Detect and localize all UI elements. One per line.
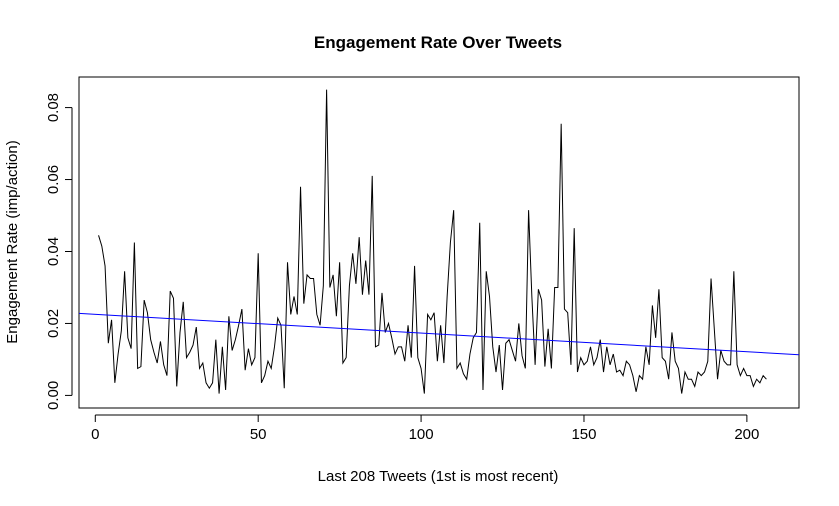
series-line bbox=[98, 89, 767, 394]
x-axis: 0 50 100 150 200 bbox=[91, 414, 759, 443]
y-tick-label: 0.06 bbox=[45, 165, 62, 194]
x-tick-label: 200 bbox=[734, 426, 759, 443]
x-axis-label: Last 208 Tweets (1st is most recent) bbox=[318, 468, 559, 485]
trend-line bbox=[78, 312, 800, 356]
y-tick-label: 0.00 bbox=[45, 381, 62, 410]
y-axis-label: Engagement Rate (imp/action) bbox=[4, 140, 21, 343]
chart-title: Engagement Rate Over Tweets bbox=[314, 33, 562, 52]
plot-frame bbox=[78, 76, 800, 409]
y-tick-label: 0.02 bbox=[45, 309, 62, 338]
y-tick-label: 0.04 bbox=[45, 237, 62, 266]
x-tick-label: 0 bbox=[91, 426, 99, 443]
x-tick-label: 100 bbox=[409, 426, 434, 443]
y-tick-label: 0.08 bbox=[45, 93, 62, 122]
y-axis: 0.00 0.02 0.04 0.06 0.08 bbox=[45, 93, 73, 410]
x-tick-label: 150 bbox=[571, 426, 596, 443]
x-tick-label: 50 bbox=[250, 426, 267, 443]
